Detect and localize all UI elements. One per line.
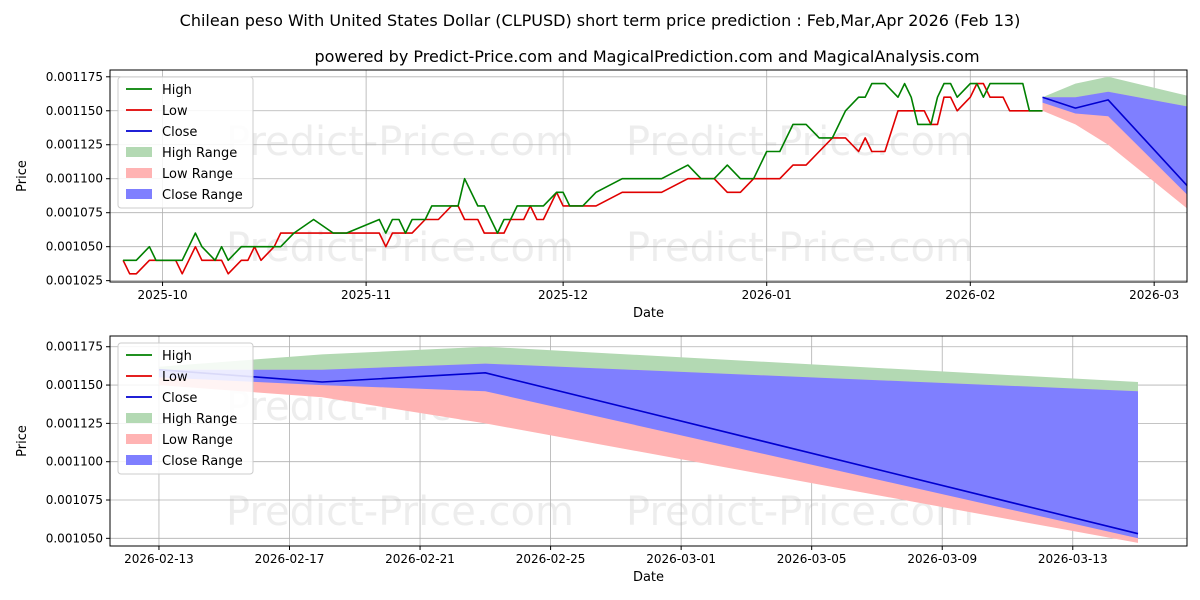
x-tick-label: 2026-02-13 (124, 552, 194, 566)
y-axis-label: Price (15, 425, 30, 457)
x-tick-label: 2026-03-01 (646, 552, 716, 566)
legend-label-high: High (162, 349, 192, 364)
legend-label-high: High (162, 83, 192, 98)
watermark: Predict-Price.com (226, 119, 574, 165)
panel-history-forecast: Predict-Price.com Predict-Price.com Predic… (15, 69, 1188, 321)
x-tick-label: 2026-03-13 (1038, 552, 1108, 566)
x-axis-label: Date (633, 570, 664, 585)
plot-frame (109, 335, 1188, 547)
y-tick-label: 0.001175 (46, 70, 103, 84)
y-tick-label: 0.001100 (46, 172, 103, 186)
watermark: Predict-Price.com (626, 119, 974, 165)
legend-swatch-high-range (126, 147, 152, 157)
legend-label-close: Close (162, 391, 197, 406)
y-tick-label: 0.001025 (46, 274, 103, 288)
y-tick-label: 0.001050 (46, 240, 103, 254)
legend-swatch-close-range (126, 455, 152, 465)
y-tick-label: 0.001075 (46, 206, 103, 220)
y-tick-label: 0.001125 (46, 416, 103, 430)
panel-forecast-zoom: Predict-Price.comPredict-Price.comPredic… (15, 335, 1188, 585)
legend-swatch-high-range (126, 413, 152, 423)
high-series-line (123, 82, 1043, 262)
x-tick-label: 2026-01 (742, 288, 792, 302)
legend-label-high-range: High Range (162, 412, 237, 427)
watermark: Predict-Price.com (226, 489, 574, 535)
y-tick-label: 0.001100 (46, 455, 103, 469)
x-tick-label: 2026-02-25 (516, 552, 586, 566)
legend-swatch-low-range (126, 168, 152, 178)
x-tick-label: 2025-10 (137, 288, 187, 302)
legend-swatch-close-range (126, 189, 152, 199)
watermark: Predict-Price.com (626, 225, 974, 271)
watermark: Predict-Price.com (226, 225, 574, 271)
legend-label-high-range: High Range (162, 146, 237, 161)
y-tick-label: 0.001150 (46, 378, 103, 392)
y-tick-label: 0.001125 (46, 138, 103, 152)
legend-label-close-range: Close Range (162, 188, 243, 203)
x-tick-label: 2026-03-05 (777, 552, 847, 566)
plot-frame (109, 69, 1188, 283)
close-range-band (1042, 91, 1187, 195)
x-tick-label: 2026-03 (1129, 288, 1179, 302)
y-tick-label: 0.001175 (46, 340, 103, 354)
legend-swatch-low-range (126, 434, 152, 444)
chart-subtitle: powered by Predict-Price.com and Magical… (314, 47, 979, 66)
y-axis-label: Price (15, 160, 30, 192)
x-tick-label: 2026-03-09 (907, 552, 977, 566)
legend-label-low: Low (162, 104, 188, 119)
x-axis-label: Date (633, 306, 664, 321)
chart-title: Chilean peso With United States Dollar (… (180, 11, 1021, 30)
legend-label-low-range: Low Range (162, 167, 233, 182)
x-tick-label: 2026-02 (945, 288, 995, 302)
x-tick-label: 2025-12 (538, 288, 588, 302)
plot-area (122, 76, 1187, 275)
legend-label-low: Low (162, 370, 188, 385)
x-tick-label: 2025-11 (341, 288, 391, 302)
close-series-line (1042, 96, 1187, 187)
x-tick-label: 2026-02-21 (385, 552, 455, 566)
y-tick-label: 0.001050 (46, 531, 103, 545)
legend-label-close-range: Close Range (162, 454, 243, 469)
y-tick-label: 0.001150 (46, 104, 103, 118)
legend-label-low-range: Low Range (162, 433, 233, 448)
legend-label-close: Close (162, 125, 197, 140)
close-range-band (159, 363, 1138, 539)
y-tick-label: 0.001075 (46, 493, 103, 507)
x-tick-label: 2026-02-17 (255, 552, 325, 566)
